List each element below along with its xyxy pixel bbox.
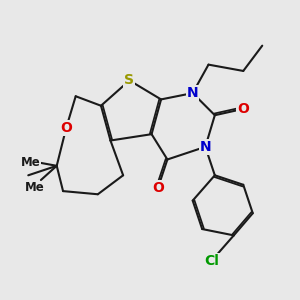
Text: S: S <box>124 74 134 87</box>
Text: Cl: Cl <box>204 254 219 268</box>
Text: O: O <box>237 102 249 116</box>
Text: N: N <box>200 140 211 154</box>
Text: O: O <box>152 181 164 195</box>
Text: N: N <box>187 86 199 100</box>
Text: Me: Me <box>25 182 44 194</box>
Text: O: O <box>60 121 72 135</box>
Text: Me: Me <box>21 155 41 169</box>
